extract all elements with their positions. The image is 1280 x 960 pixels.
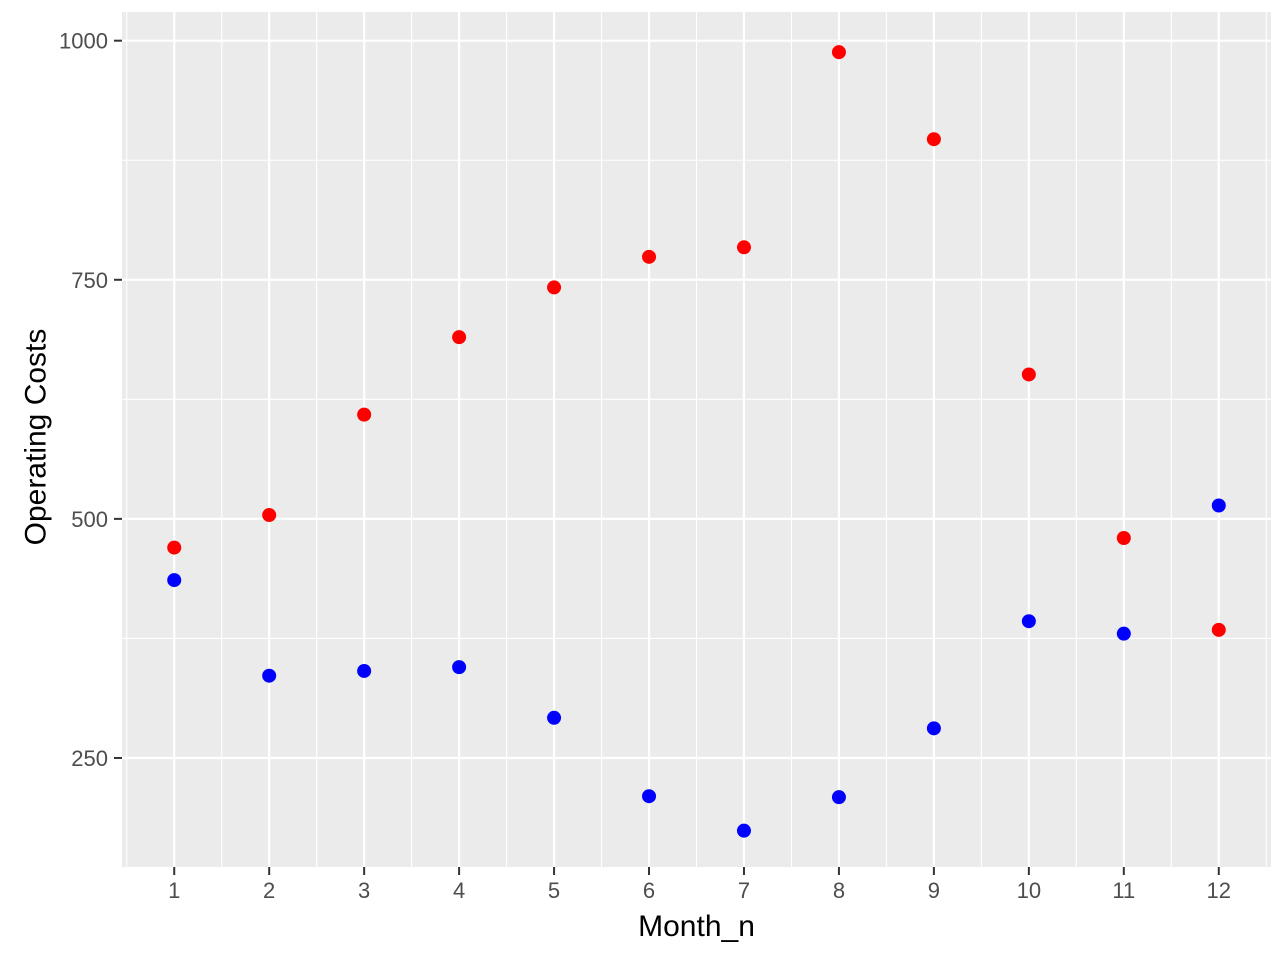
x-tick-label: 1 bbox=[168, 878, 180, 903]
data-point-blue-month-1 bbox=[167, 573, 182, 588]
data-point-red-month-2 bbox=[262, 508, 277, 523]
data-point-red-month-11 bbox=[1116, 531, 1131, 546]
data-point-red-month-10 bbox=[1021, 367, 1036, 382]
y-axis-title: Operating Costs bbox=[19, 328, 53, 546]
data-point-blue-month-12 bbox=[1211, 498, 1226, 513]
data-point-red-month-4 bbox=[452, 330, 467, 345]
y-tick-label: 1000 bbox=[59, 29, 108, 54]
data-point-blue-month-4 bbox=[452, 660, 467, 675]
x-tick-label: 4 bbox=[453, 878, 465, 903]
y-tick-label: 750 bbox=[71, 268, 108, 293]
x-tick-label: 10 bbox=[1017, 878, 1041, 903]
data-point-blue-month-10 bbox=[1021, 614, 1036, 629]
data-point-red-month-3 bbox=[357, 407, 372, 422]
data-point-blue-month-9 bbox=[926, 721, 941, 736]
data-point-blue-month-5 bbox=[547, 710, 562, 725]
x-tick-label: 6 bbox=[643, 878, 655, 903]
data-point-red-month-5 bbox=[547, 280, 562, 295]
data-point-blue-month-6 bbox=[642, 789, 657, 804]
y-tick-label: 500 bbox=[71, 507, 108, 532]
data-point-blue-month-3 bbox=[357, 663, 372, 678]
data-point-red-month-9 bbox=[926, 132, 941, 147]
x-tick-label: 8 bbox=[833, 878, 845, 903]
x-tick-label: 7 bbox=[738, 878, 750, 903]
y-tick-label: 250 bbox=[71, 746, 108, 771]
x-axis-title: Month_n bbox=[638, 910, 755, 943]
data-point-red-month-1 bbox=[167, 540, 182, 555]
data-point-blue-month-2 bbox=[262, 668, 277, 683]
data-point-red-month-6 bbox=[642, 249, 657, 264]
x-tick-label: 2 bbox=[263, 878, 275, 903]
data-point-blue-month-8 bbox=[831, 790, 846, 805]
x-tick-label: 11 bbox=[1112, 878, 1135, 903]
x-tick-label: 12 bbox=[1207, 878, 1231, 903]
data-point-red-month-12 bbox=[1211, 622, 1226, 637]
x-tick-label: 5 bbox=[548, 878, 560, 903]
data-point-blue-month-11 bbox=[1116, 626, 1131, 641]
x-tick-label: 3 bbox=[358, 878, 370, 903]
data-point-blue-month-7 bbox=[736, 823, 751, 838]
x-tick-label: 9 bbox=[928, 878, 940, 903]
data-point-red-month-7 bbox=[736, 240, 751, 255]
data-point-red-month-8 bbox=[831, 45, 846, 60]
